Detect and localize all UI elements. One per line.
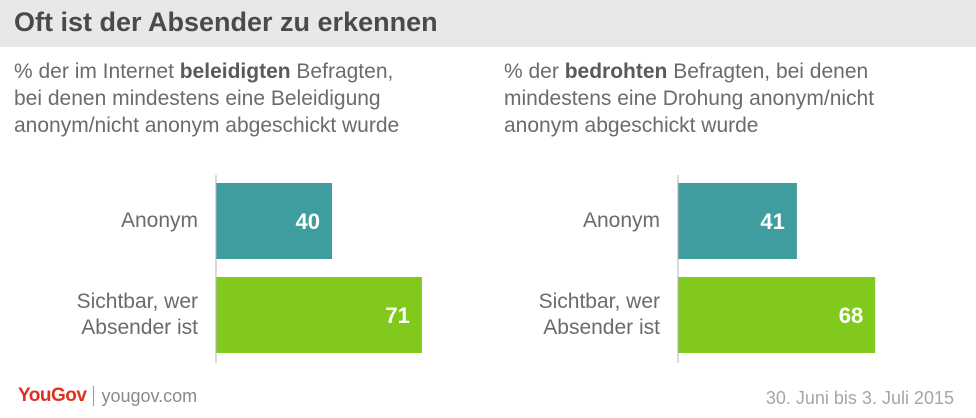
subtitle-emphasis: bedrohten: [564, 60, 668, 83]
subtitle-text: % der im Internet: [14, 60, 180, 83]
category-label-line: Absender ist: [81, 316, 198, 339]
category-label: Sichtbar, wer Absender ist: [77, 289, 198, 341]
subtitle-right-line-1: % der bedrohten Befragten, bei denen: [504, 58, 874, 85]
bar-chart-svg: 40 71: [215, 175, 422, 363]
page-title: Oft ist der Absender zu erkennen: [14, 7, 438, 37]
subtitle-left-line-2: bei denen mindestens eine Beleidigung: [14, 87, 381, 110]
category-label-line: Sichtbar, wer: [76, 290, 198, 313]
bar-value-label: 71: [385, 303, 409, 328]
subtitle-text: Befragten,: [290, 60, 394, 83]
footer-divider: [93, 386, 95, 406]
footer-site: yougov.com: [101, 385, 198, 406]
subtitle-text: % der: [504, 60, 565, 83]
bar-value-label: 68: [839, 303, 863, 328]
bar-chart-svg: 41 68: [677, 175, 876, 363]
subtitle-right-line-3: anonym abgeschickt wurde: [504, 114, 759, 137]
category-label: Anonym: [121, 208, 198, 234]
category-label-line: Absender ist: [543, 316, 660, 339]
subtitle-emphasis: beleidigten: [179, 60, 291, 83]
bar: [216, 277, 422, 353]
bar-value-label: 40: [296, 209, 320, 234]
logo-gov: Gov: [50, 385, 87, 406]
category-label-line: Anonym: [582, 209, 660, 232]
bar: [216, 183, 332, 259]
category-label: Anonym: [583, 208, 660, 234]
subtitle-left-line-1: % der im Internet beleidigten Befragten,: [14, 58, 399, 85]
bar: [678, 277, 876, 353]
bar: [678, 183, 797, 259]
category-label: Sichtbar, wer Absender ist: [539, 289, 660, 341]
chart-right: 41 68 Anonym Sichtbar, wer Absender ist: [462, 165, 942, 365]
footer-date: 30. Juni bis 3. Juli 2015: [765, 388, 954, 408]
subtitle-left-line-3: anonym/nicht anonym abgeschickt wurde: [14, 114, 400, 137]
chart-left: 40 71 Anonym Sichtbar, wer Absender ist: [0, 165, 480, 365]
footer-brand: YouGov yougov.com: [18, 385, 197, 407]
category-label-line: Sichtbar, wer: [538, 290, 660, 313]
yougov-logo: YouGov: [18, 385, 87, 407]
subtitle-right: % der bedrohten Befragten, bei denen min…: [504, 58, 874, 139]
subtitle-right-line-2: mindestens eine Drohung anonym/nicht: [504, 87, 875, 110]
subtitle-text: Befragten, bei denen: [667, 60, 869, 83]
subtitle-left: % der im Internet beleidigten Befragten,…: [14, 58, 399, 139]
logo-you: You: [18, 385, 51, 406]
bar-value-label: 41: [760, 209, 784, 234]
title-bar: Oft ist der Absender zu erkennen: [0, 0, 976, 47]
category-label-line: Anonym: [120, 209, 198, 232]
